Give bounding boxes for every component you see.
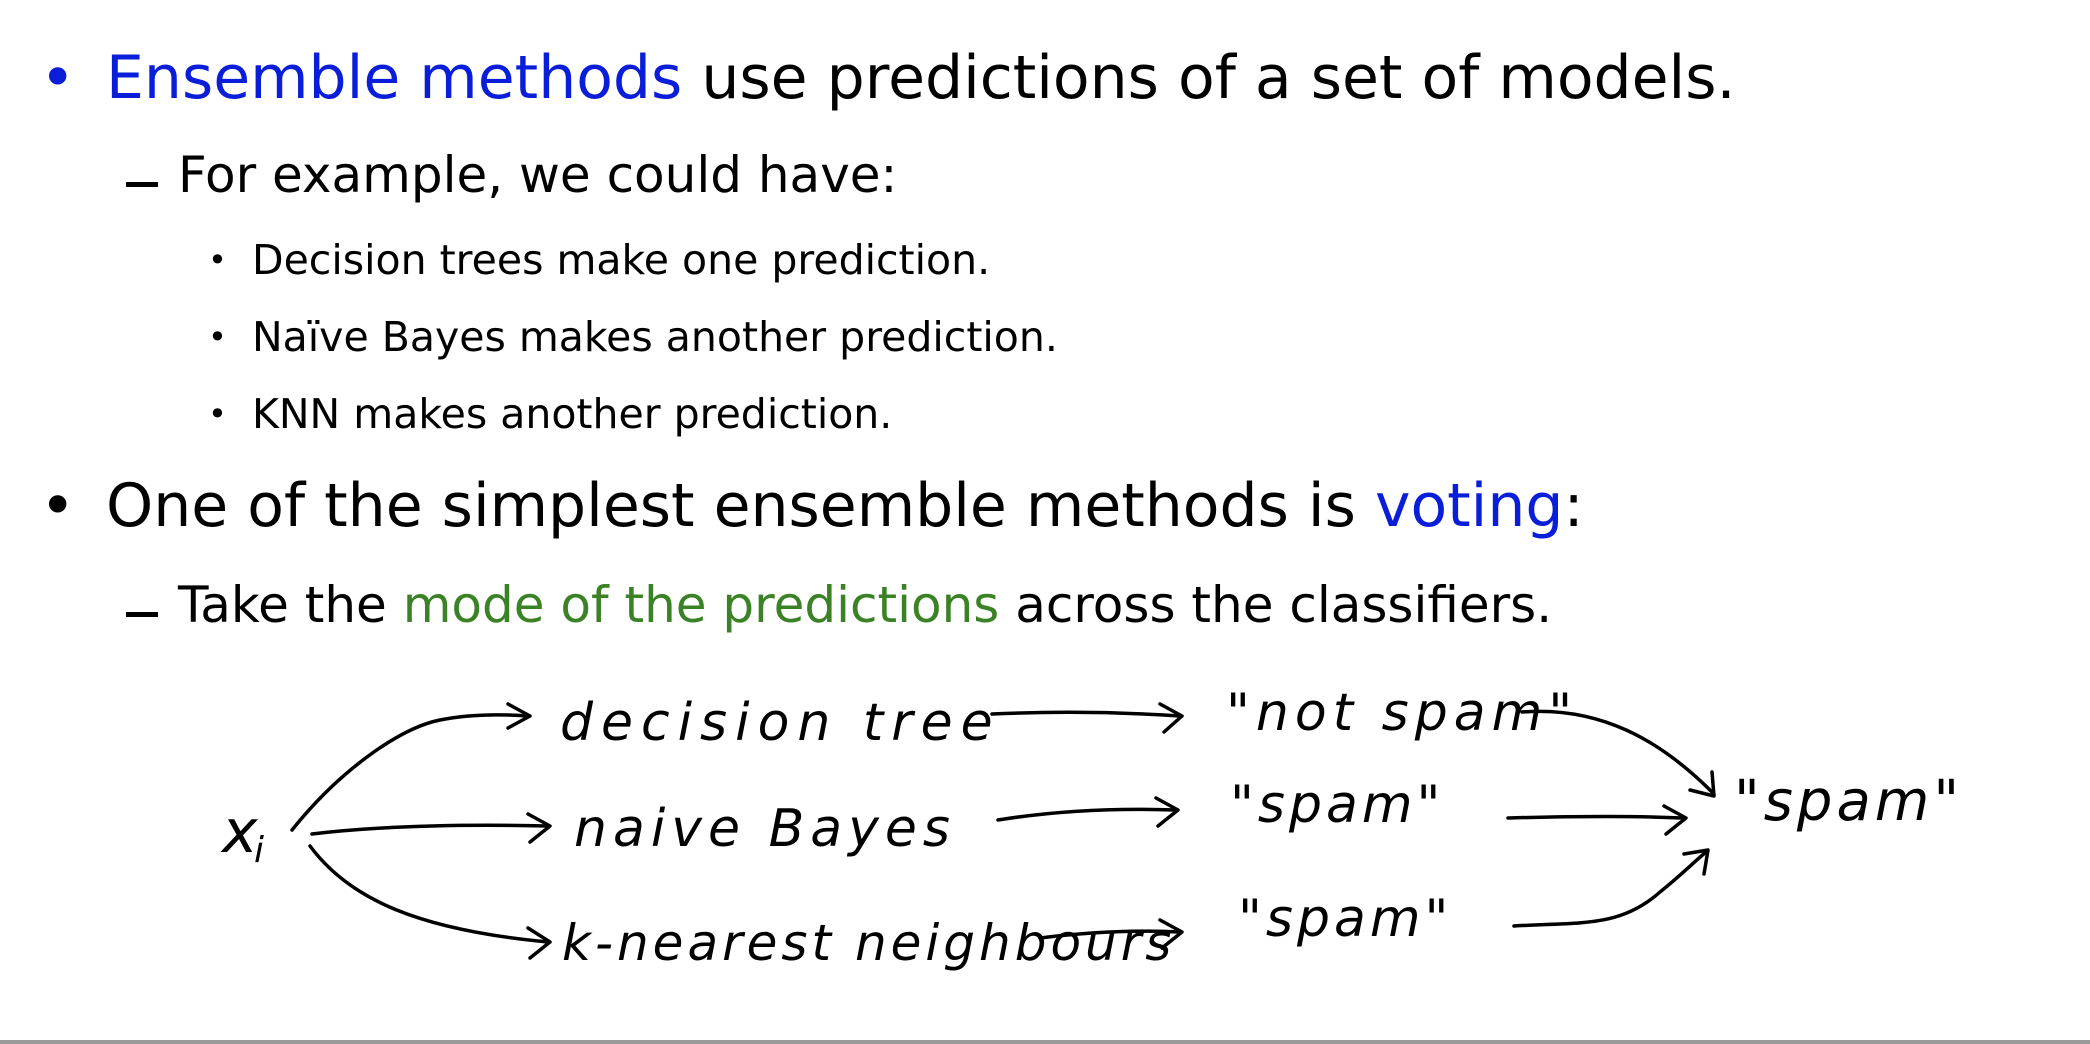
arrow-vote-1 xyxy=(1520,709,1714,794)
arrow-vote-2 xyxy=(1506,814,1684,820)
list-item-text: KNN makes another prediction. xyxy=(252,390,893,438)
arrow-vote-3 xyxy=(1512,850,1708,928)
sub-prefix: Take the xyxy=(178,576,403,634)
input-subscript: i xyxy=(254,830,264,871)
sub-bullet-text: For example, we could have: xyxy=(178,146,898,204)
bullet-rest: use predictions of a set of models. xyxy=(682,43,1736,113)
prediction-tree: "not spam" xyxy=(1226,683,1578,743)
arrow-knn-to-prediction xyxy=(1038,929,1182,940)
arrow-tree-to-prediction xyxy=(990,710,1182,718)
bullet-text: Ensemble methods use predictions of a se… xyxy=(106,36,1736,120)
term-voting: voting xyxy=(1374,471,1564,541)
model-knn: k-nearest neighbours xyxy=(562,914,1175,972)
bullet-dot: • xyxy=(208,241,227,279)
term-mode-of-predictions: mode of the predictions xyxy=(402,576,1000,634)
list-item-text: Naïve Bayes makes another prediction. xyxy=(252,313,1058,361)
bullet-prefix: One of the simplest ensemble methods is xyxy=(106,471,1375,541)
bullet-suffix: : xyxy=(1563,471,1584,541)
bullet-dot: • xyxy=(208,318,227,356)
list-item-text: Decision trees make one prediction. xyxy=(252,236,991,284)
final-output: "spam" xyxy=(1734,769,1963,834)
arrow-input-to-knn xyxy=(308,844,550,944)
arrowhead xyxy=(1158,918,1184,950)
bullet-text: One of the simplest ensemble methods is … xyxy=(106,464,1584,548)
dash-marker xyxy=(126,612,158,617)
arrowhead xyxy=(526,926,552,960)
dash-marker xyxy=(126,182,158,187)
slide-bottom-border xyxy=(0,1040,2090,1044)
arrow-input-to-bayes xyxy=(310,823,550,836)
arrowhead xyxy=(1688,770,1716,798)
bullet-dot: • xyxy=(208,395,227,433)
arrowhead xyxy=(1662,804,1688,836)
model-decision-tree: decision tree xyxy=(560,693,1001,753)
arrow-input-to-tree xyxy=(290,713,530,832)
sub-bullet-text: Take the mode of the predictions across … xyxy=(178,570,1552,640)
prediction-knn: "spam" xyxy=(1238,889,1452,949)
model-naive-bayes: naive Bayes xyxy=(574,799,956,859)
bullet-dot: • xyxy=(40,471,76,541)
arrowhead xyxy=(1154,796,1180,828)
arrowhead xyxy=(526,812,552,844)
arrowhead xyxy=(1682,848,1710,876)
bullet-dot: • xyxy=(40,43,76,113)
prediction-bayes: "spam" xyxy=(1230,775,1444,835)
sub-suffix: across the classifiers. xyxy=(999,576,1553,634)
arrowhead xyxy=(1158,702,1184,734)
arrow-bayes-to-prediction xyxy=(996,807,1178,822)
term-ensemble-methods: Ensemble methods xyxy=(106,43,683,113)
arrowhead xyxy=(506,702,532,730)
input-label: x xyxy=(220,797,258,867)
